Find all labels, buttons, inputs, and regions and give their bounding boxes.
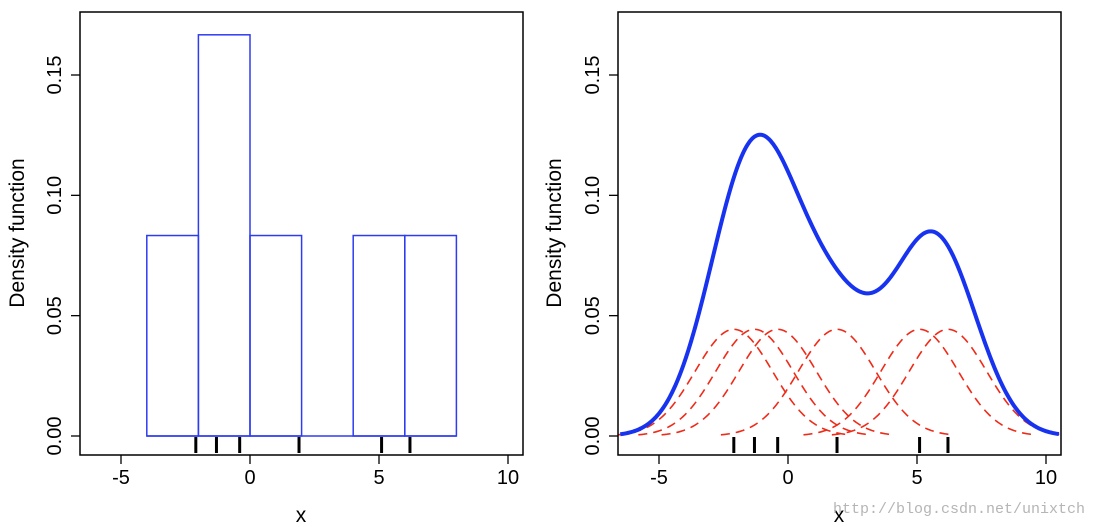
y-tick-label: 0.00	[582, 417, 604, 456]
y-axis-label: Density function	[543, 158, 566, 307]
y-axis-label: Density function	[6, 158, 29, 307]
x-tick-label: 0	[244, 467, 255, 489]
kernel-curve	[803, 328, 1036, 436]
x-axis: -5 0 5 10	[112, 455, 519, 489]
histogram-panel: -5 0 5 10 0.00 0.05 0.10 0.15 x Density functi…	[6, 11, 524, 527]
y-axis: 0.00 0.05 0.10 0.15	[582, 56, 618, 456]
kernel-curve	[638, 328, 871, 436]
kde-curve-group	[619, 132, 1060, 437]
y-tick-label: 0.15	[582, 56, 604, 95]
watermark: http://blog.csdn.net/unixtch	[833, 501, 1085, 518]
y-axis: 0.00 0.05 0.10 0.15	[44, 56, 80, 456]
y-tick-label: 0.05	[582, 296, 604, 335]
histogram-bars	[146, 34, 458, 437]
plot-frame	[617, 11, 1062, 456]
y-tick-label: 0.10	[582, 176, 604, 215]
x-axis: -5 0 5 10	[650, 455, 1057, 489]
kernel-curve	[617, 328, 850, 436]
histogram-bar	[197, 34, 251, 437]
kernel-curve	[661, 328, 894, 436]
x-axis-label: x	[296, 504, 307, 527]
x-tick-label: -5	[112, 467, 130, 489]
kde-curve	[619, 132, 1060, 437]
y-tick-label: 0.05	[44, 296, 66, 335]
kde-panel: -5 0 5 10 0.00 0.05 0.10 0.15 x Density functi…	[543, 11, 1065, 527]
kernel-curves	[617, 328, 1065, 436]
histogram-bar	[404, 234, 458, 437]
histogram-bar	[352, 234, 406, 437]
y-tick-label: 0.10	[44, 176, 66, 215]
x-tick-label: 5	[911, 467, 922, 489]
rug-marks	[194, 437, 412, 453]
histogram-bar	[249, 234, 303, 437]
x-axis-label: x	[834, 504, 845, 527]
y-tick-label: 0.15	[44, 56, 66, 95]
x-tick-label: 5	[373, 467, 384, 489]
x-tick-label: -5	[650, 467, 668, 489]
x-tick-label: 10	[497, 467, 519, 489]
kernel-curve	[720, 328, 954, 436]
kernel-curve	[831, 328, 1065, 436]
histogram-bar	[146, 234, 200, 437]
x-tick-label: 10	[1035, 467, 1057, 489]
rug-marks	[732, 437, 950, 453]
x-tick-label: 0	[782, 467, 793, 489]
plot-frame	[79, 11, 524, 456]
y-tick-label: 0.00	[44, 417, 66, 456]
